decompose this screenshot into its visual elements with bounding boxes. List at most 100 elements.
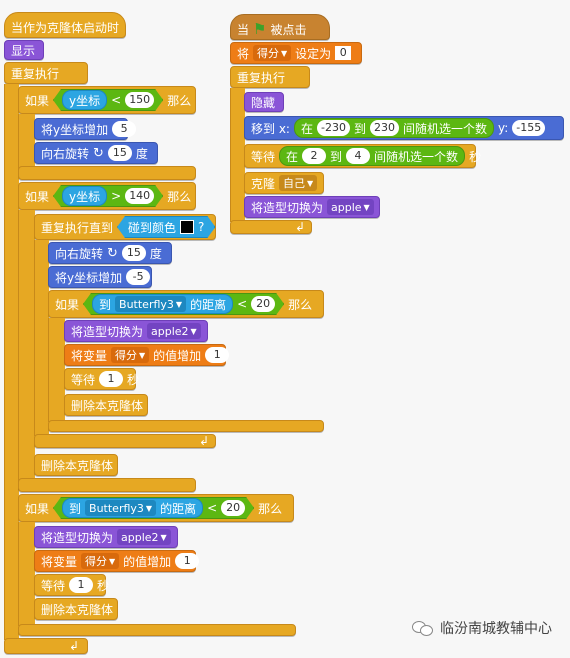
- variable-dropdown[interactable]: 得分 ▼: [253, 45, 292, 61]
- loop-arrow-icon: ↲: [68, 639, 79, 653]
- forever-footer: ↲: [4, 638, 88, 654]
- y-position-reporter[interactable]: y坐标: [62, 90, 107, 110]
- random-from-value[interactable]: -230: [316, 120, 350, 136]
- variable-name: 得分: [257, 47, 280, 60]
- change-by-value[interactable]: 1: [175, 553, 200, 569]
- change-variable-block[interactable]: 将变量 得分 ▼ 的值增加 1: [34, 550, 200, 572]
- rotate-clockwise-icon: ↻: [93, 145, 104, 161]
- rotate-clockwise-icon: ↻: [107, 245, 118, 261]
- random-to-value[interactable]: 230: [369, 120, 399, 136]
- variable-dropdown[interactable]: 得分 ▼: [111, 347, 150, 363]
- turn-value[interactable]: 15: [121, 245, 146, 261]
- change-y-value[interactable]: 5: [112, 121, 137, 137]
- variable-name: 得分: [85, 555, 108, 568]
- when-start-as-clone-hat[interactable]: 当作为克隆体启动时: [4, 12, 126, 38]
- switch-costume-block[interactable]: 将造型切换为 apple2 ▼: [34, 526, 178, 548]
- distance-to-reporter[interactable]: 到 Butterfly3 ▼ 的距离: [92, 294, 233, 314]
- operator-symbol: <: [237, 297, 248, 311]
- compare-value[interactable]: 140: [125, 188, 154, 204]
- less-than-operator[interactable]: 到 Butterfly3 ▼ 的距离 < 20: [53, 497, 254, 519]
- clicked-label: 被点击: [270, 22, 307, 37]
- y-position-reporter[interactable]: y坐标: [62, 186, 107, 206]
- compare-value[interactable]: 20: [251, 296, 275, 312]
- wait-value[interactable]: 1: [69, 577, 94, 593]
- sprite-dropdown[interactable]: Butterfly3 ▼: [85, 500, 156, 516]
- wait-block[interactable]: 等待 1 秒: [34, 574, 109, 596]
- random-from-value[interactable]: 2: [302, 148, 327, 164]
- set-variable-block[interactable]: 将 得分 ▼ 设定为 0: [230, 42, 362, 64]
- clone-target-dropdown[interactable]: 自己 ▼: [279, 175, 318, 191]
- if-block-distance-lt-20[interactable]: 如果 到 Butterfly3 ▼ 的距离 < 20 那么: [48, 290, 324, 318]
- degree-label: 度: [135, 146, 148, 161]
- random-to-value[interactable]: 4: [346, 148, 371, 164]
- change-variable-block[interactable]: 将变量 得分 ▼ 的值增加 1: [64, 344, 230, 366]
- less-than-operator[interactable]: 到 Butterfly3 ▼ 的距离 < 20: [83, 293, 284, 315]
- change-y-block[interactable]: 将y坐标增加 5: [34, 118, 137, 140]
- wait-value[interactable]: 1: [99, 371, 124, 387]
- turn-right-block[interactable]: 向右旋转 ↻ 15 度: [48, 242, 172, 264]
- turn-right-block[interactable]: 向右旋转 ↻ 15 度: [34, 142, 158, 164]
- wait-block[interactable]: 等待 1 秒: [64, 368, 139, 390]
- dropdown-arrow-icon: ▼: [307, 178, 314, 188]
- hat-label: 当作为克隆体启动时: [11, 20, 120, 35]
- switch-costume-block[interactable]: 将造型切换为 apple2 ▼: [64, 320, 208, 342]
- set-label: 将: [237, 46, 250, 61]
- costume-dropdown[interactable]: apple2 ▼: [117, 529, 171, 545]
- variable-dropdown[interactable]: 得分 ▼: [81, 553, 120, 569]
- loop-arrow-icon: ↲: [198, 434, 209, 448]
- forever-block[interactable]: 重复执行: [4, 62, 88, 84]
- wait-block[interactable]: 等待 在 2 到 4 间随机选一个数 秒: [244, 144, 481, 168]
- turn-label: 向右旋转: [55, 246, 104, 261]
- create-clone-block[interactable]: 克隆 自己 ▼: [244, 172, 324, 194]
- less-than-operator[interactable]: y坐标 < 150: [53, 89, 163, 111]
- delete-clone-label: 删除本克隆体: [41, 602, 114, 617]
- set-value[interactable]: 0: [335, 46, 352, 60]
- repeat-until-block[interactable]: 重复执行直到 碰到颜色 ?: [34, 214, 216, 240]
- pick-random-label: 间随机选一个数: [402, 121, 487, 136]
- hide-label: 隐藏: [251, 95, 276, 110]
- color-swatch[interactable]: [180, 220, 194, 234]
- question-mark: ?: [198, 220, 205, 234]
- costume-dropdown[interactable]: apple2 ▼: [147, 323, 201, 339]
- change-by-value[interactable]: 1: [205, 347, 230, 363]
- show-block[interactable]: 显示: [4, 40, 44, 60]
- distance-to-reporter[interactable]: 到 Butterfly3 ▼ 的距离: [62, 498, 203, 518]
- change-by-label: 的值增加: [153, 348, 202, 363]
- sprite-name: Butterfly3: [89, 501, 144, 515]
- distance-label: 的距离: [160, 501, 197, 516]
- switch-costume-block[interactable]: 将造型切换为 apple ▼: [244, 196, 380, 218]
- sprite-dropdown[interactable]: Butterfly3 ▼: [115, 296, 186, 312]
- go-to-x-label: 移到 x:: [251, 121, 290, 136]
- compare-value[interactable]: 20: [221, 500, 245, 516]
- costume-dropdown[interactable]: apple ▼: [327, 199, 374, 215]
- touching-color-sensor[interactable]: 碰到颜色 ?: [117, 216, 215, 238]
- seconds-label: 秒: [469, 149, 482, 164]
- go-to-xy-block[interactable]: 移到 x: 在 -230 到 230 间随机选一个数 y: -155: [244, 116, 564, 140]
- wait-label: 等待: [71, 372, 96, 387]
- dropdown-arrow-icon: ▼: [175, 299, 183, 309]
- when-flag-clicked-hat[interactable]: 当 ⚑ 被点击: [230, 14, 330, 40]
- if-block-distance-lt-20[interactable]: 如果 到 Butterfly3 ▼ 的距离 < 20 那么: [18, 494, 294, 522]
- greater-than-operator[interactable]: y坐标 > 140: [53, 185, 163, 207]
- forever-label: 重复执行: [11, 66, 60, 81]
- switch-costume-label: 将造型切换为: [251, 200, 324, 215]
- pick-random-operator[interactable]: 在 2 到 4 间随机选一个数: [279, 146, 466, 166]
- delete-clone-block[interactable]: 删除本克隆体: [34, 454, 118, 476]
- pick-random-operator[interactable]: 在 -230 到 230 间随机选一个数: [293, 118, 494, 138]
- pick-random-label: 间随机选一个数: [374, 149, 459, 164]
- forever-block[interactable]: 重复执行: [230, 66, 310, 88]
- hide-block[interactable]: 隐藏: [244, 92, 284, 112]
- operator-symbol: <: [111, 93, 122, 107]
- delete-clone-block[interactable]: 删除本克隆体: [34, 598, 118, 620]
- turn-value[interactable]: 15: [107, 145, 132, 161]
- change-y-block[interactable]: 将y坐标增加 -5: [48, 266, 152, 288]
- compare-value[interactable]: 150: [125, 92, 154, 108]
- delete-clone-block[interactable]: 删除本克隆体: [64, 394, 148, 416]
- y-value[interactable]: -155: [512, 120, 546, 136]
- repeat-until-arm: [34, 240, 49, 436]
- if-block-y-gt-140[interactable]: 如果 y坐标 > 140 那么: [18, 182, 196, 210]
- if-block-y-lt-150[interactable]: 如果 y坐标 < 150 那么: [18, 86, 196, 114]
- then-label: 那么: [167, 93, 192, 108]
- change-y-label: 将y坐标增加: [41, 122, 109, 137]
- change-y-value[interactable]: -5: [126, 269, 151, 285]
